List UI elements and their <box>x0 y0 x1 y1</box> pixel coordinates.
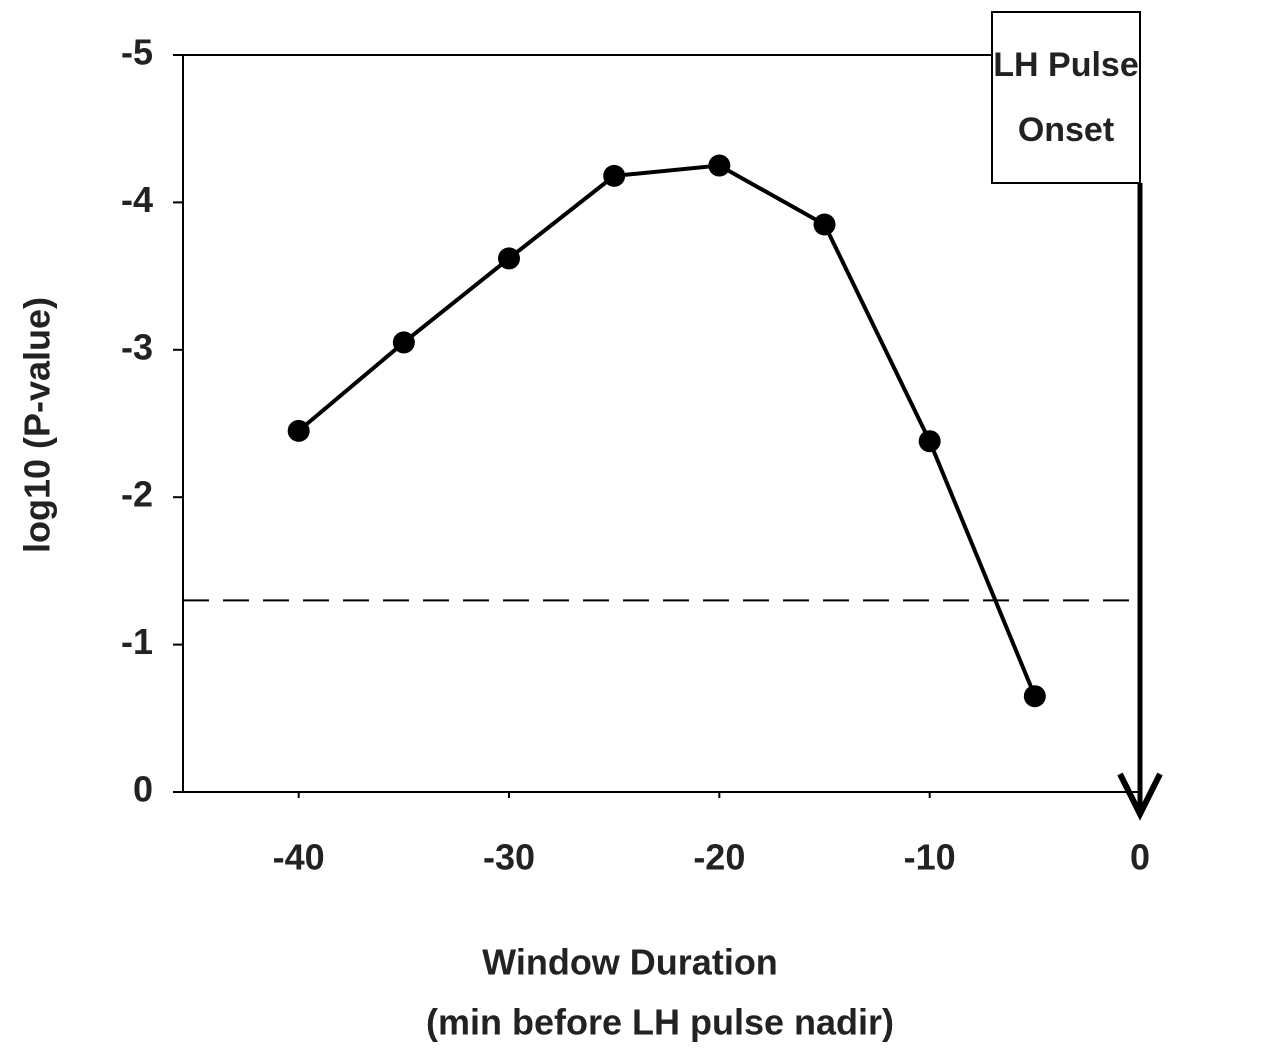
x-tick-label: 0 <box>1130 837 1150 878</box>
data-point <box>392 331 415 354</box>
x-tick-label: -20 <box>693 837 745 878</box>
x-axis-title: (min before LH pulse nadir) <box>426 1002 894 1043</box>
y-tick-label: -1 <box>121 621 153 662</box>
x-tick-label: -40 <box>273 837 325 878</box>
data-line <box>297 163 1037 697</box>
annotation-text: LH Pulse <box>993 46 1138 84</box>
data-point <box>918 430 941 453</box>
y-axis-title: log10 (P-value) <box>17 297 58 553</box>
data-point <box>813 213 836 236</box>
data-point <box>708 154 731 177</box>
x-axis-title: Window Duration <box>482 942 778 983</box>
annotation-box <box>991 11 1141 184</box>
data-point <box>287 419 310 442</box>
x-tick-label: -30 <box>483 837 535 878</box>
x-tick-label: -10 <box>904 837 956 878</box>
data-point <box>603 164 626 187</box>
data-point <box>498 247 521 270</box>
arrow-head <box>1117 772 1163 821</box>
annotation-text: Onset <box>1018 111 1114 149</box>
data-point <box>1023 685 1046 708</box>
y-tick-label: -3 <box>121 326 153 367</box>
y-tick-label: -2 <box>121 474 153 515</box>
y-tick-label: -4 <box>121 179 153 220</box>
y-tick-label: 0 <box>133 769 153 810</box>
y-tick-label: -5 <box>121 32 153 73</box>
